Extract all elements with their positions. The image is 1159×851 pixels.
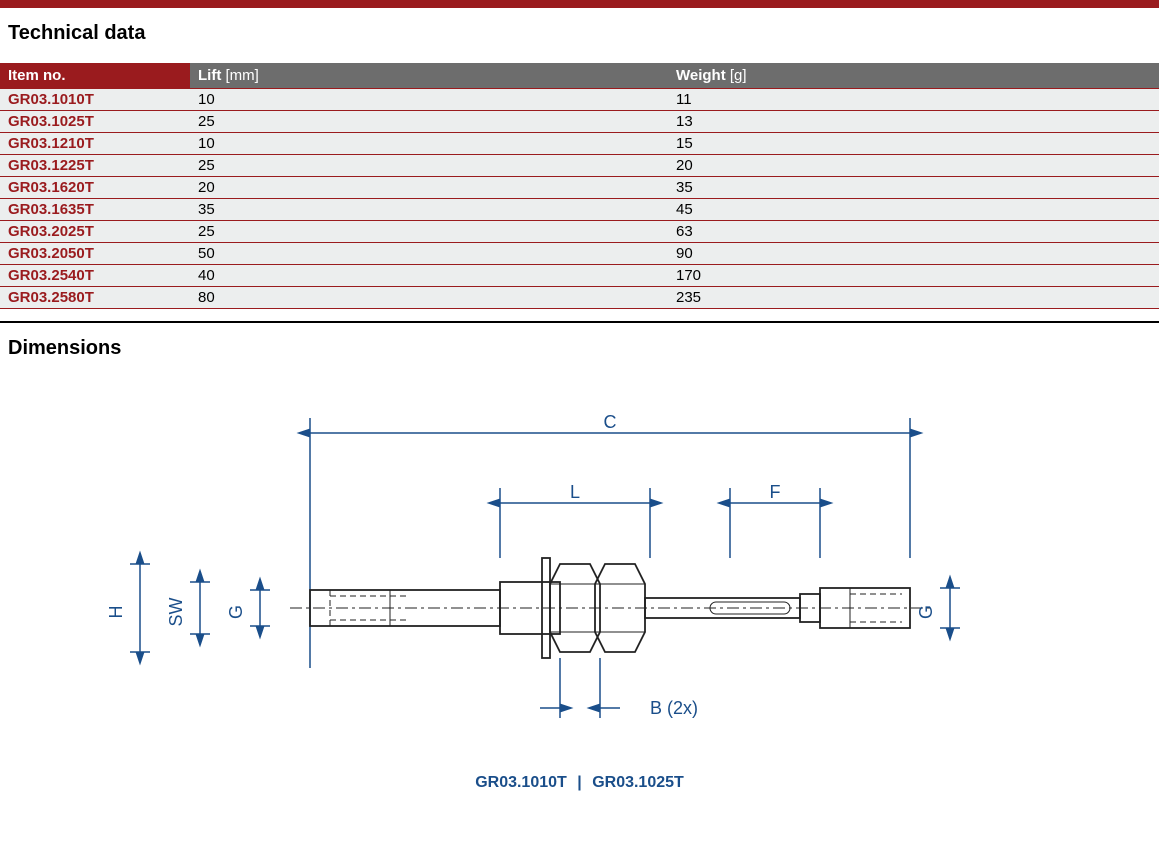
cell-lift: 10 <box>190 89 668 111</box>
dim-label-g-right: G <box>916 605 936 619</box>
col-header-lift-unit: [mm] <box>221 67 259 84</box>
table-row: GR03.1635T3545 <box>0 199 1159 221</box>
cell-lift: 20 <box>190 177 668 199</box>
table-row: GR03.1010T1011 <box>0 89 1159 111</box>
cell-lift: 25 <box>190 155 668 177</box>
cell-item: GR03.1225T <box>0 155 190 177</box>
cell-lift: 40 <box>190 265 668 287</box>
dim-label-g-left: G <box>226 605 246 619</box>
cell-item: GR03.2580T <box>0 287 190 309</box>
dim-label-b: B (2x) <box>650 698 698 718</box>
caption-left: GR03.1010T <box>475 774 567 791</box>
col-header-lift-label: Lift <box>198 67 221 84</box>
cell-weight: 63 <box>668 221 1159 243</box>
cell-lift: 50 <box>190 243 668 265</box>
brand-top-bar <box>0 0 1159 8</box>
table-header-row: Item no. Lift [mm] Weight [g] <box>0 63 1159 89</box>
cell-weight: 15 <box>668 133 1159 155</box>
table-row: GR03.2540T40170 <box>0 265 1159 287</box>
technical-data-heading: Technical data <box>0 8 1159 63</box>
table-row: GR03.2025T2563 <box>0 221 1159 243</box>
col-header-lift: Lift [mm] <box>190 63 668 89</box>
table-row: GR03.1210T1015 <box>0 133 1159 155</box>
caption-sep: | <box>571 774 587 791</box>
col-header-weight-unit: [g] <box>726 67 747 84</box>
dim-label-sw: SW <box>166 597 186 626</box>
col-header-item: Item no. <box>0 63 190 89</box>
dimensions-heading: Dimensions <box>0 323 1159 378</box>
table-row: GR03.1620T2035 <box>0 177 1159 199</box>
cell-lift: 80 <box>190 287 668 309</box>
cell-item: GR03.1620T <box>0 177 190 199</box>
table-row: GR03.1025T2513 <box>0 111 1159 133</box>
cell-weight: 13 <box>668 111 1159 133</box>
cell-weight: 11 <box>668 89 1159 111</box>
cell-lift: 25 <box>190 111 668 133</box>
dim-label-f: F <box>769 482 780 502</box>
cell-weight: 235 <box>668 287 1159 309</box>
diagram-caption: GR03.1010T | GR03.1025T <box>0 768 1159 798</box>
cell-weight: 20 <box>668 155 1159 177</box>
cell-weight: 170 <box>668 265 1159 287</box>
cell-weight: 45 <box>668 199 1159 221</box>
cell-item: GR03.2025T <box>0 221 190 243</box>
dim-label-h: H <box>106 606 126 619</box>
cell-item: GR03.2540T <box>0 265 190 287</box>
dim-label-c: C <box>603 412 616 432</box>
col-header-weight: Weight [g] <box>668 63 1159 89</box>
cell-item: GR03.1010T <box>0 89 190 111</box>
col-header-weight-label: Weight <box>676 67 726 84</box>
dimensions-diagram: C L F B (2x) H SW <box>0 378 1159 798</box>
cell-lift: 10 <box>190 133 668 155</box>
table-row: GR03.1225T2520 <box>0 155 1159 177</box>
dim-label-l: L <box>569 482 579 502</box>
caption-right: GR03.1025T <box>592 774 684 791</box>
cell-weight: 35 <box>668 177 1159 199</box>
table-row: GR03.2580T80235 <box>0 287 1159 309</box>
cell-weight: 90 <box>668 243 1159 265</box>
cell-lift: 35 <box>190 199 668 221</box>
cell-item: GR03.1025T <box>0 111 190 133</box>
cell-lift: 25 <box>190 221 668 243</box>
technical-data-table: Item no. Lift [mm] Weight [g] GR03.1010T… <box>0 63 1159 309</box>
col-header-item-label: Item no. <box>8 67 66 84</box>
table-row: GR03.2050T5090 <box>0 243 1159 265</box>
dimensions-svg: C L F B (2x) H SW <box>90 388 1070 768</box>
table-body: GR03.1010T1011GR03.1025T2513GR03.1210T10… <box>0 89 1159 309</box>
cell-item: GR03.2050T <box>0 243 190 265</box>
cell-item: GR03.1635T <box>0 199 190 221</box>
cell-item: GR03.1210T <box>0 133 190 155</box>
